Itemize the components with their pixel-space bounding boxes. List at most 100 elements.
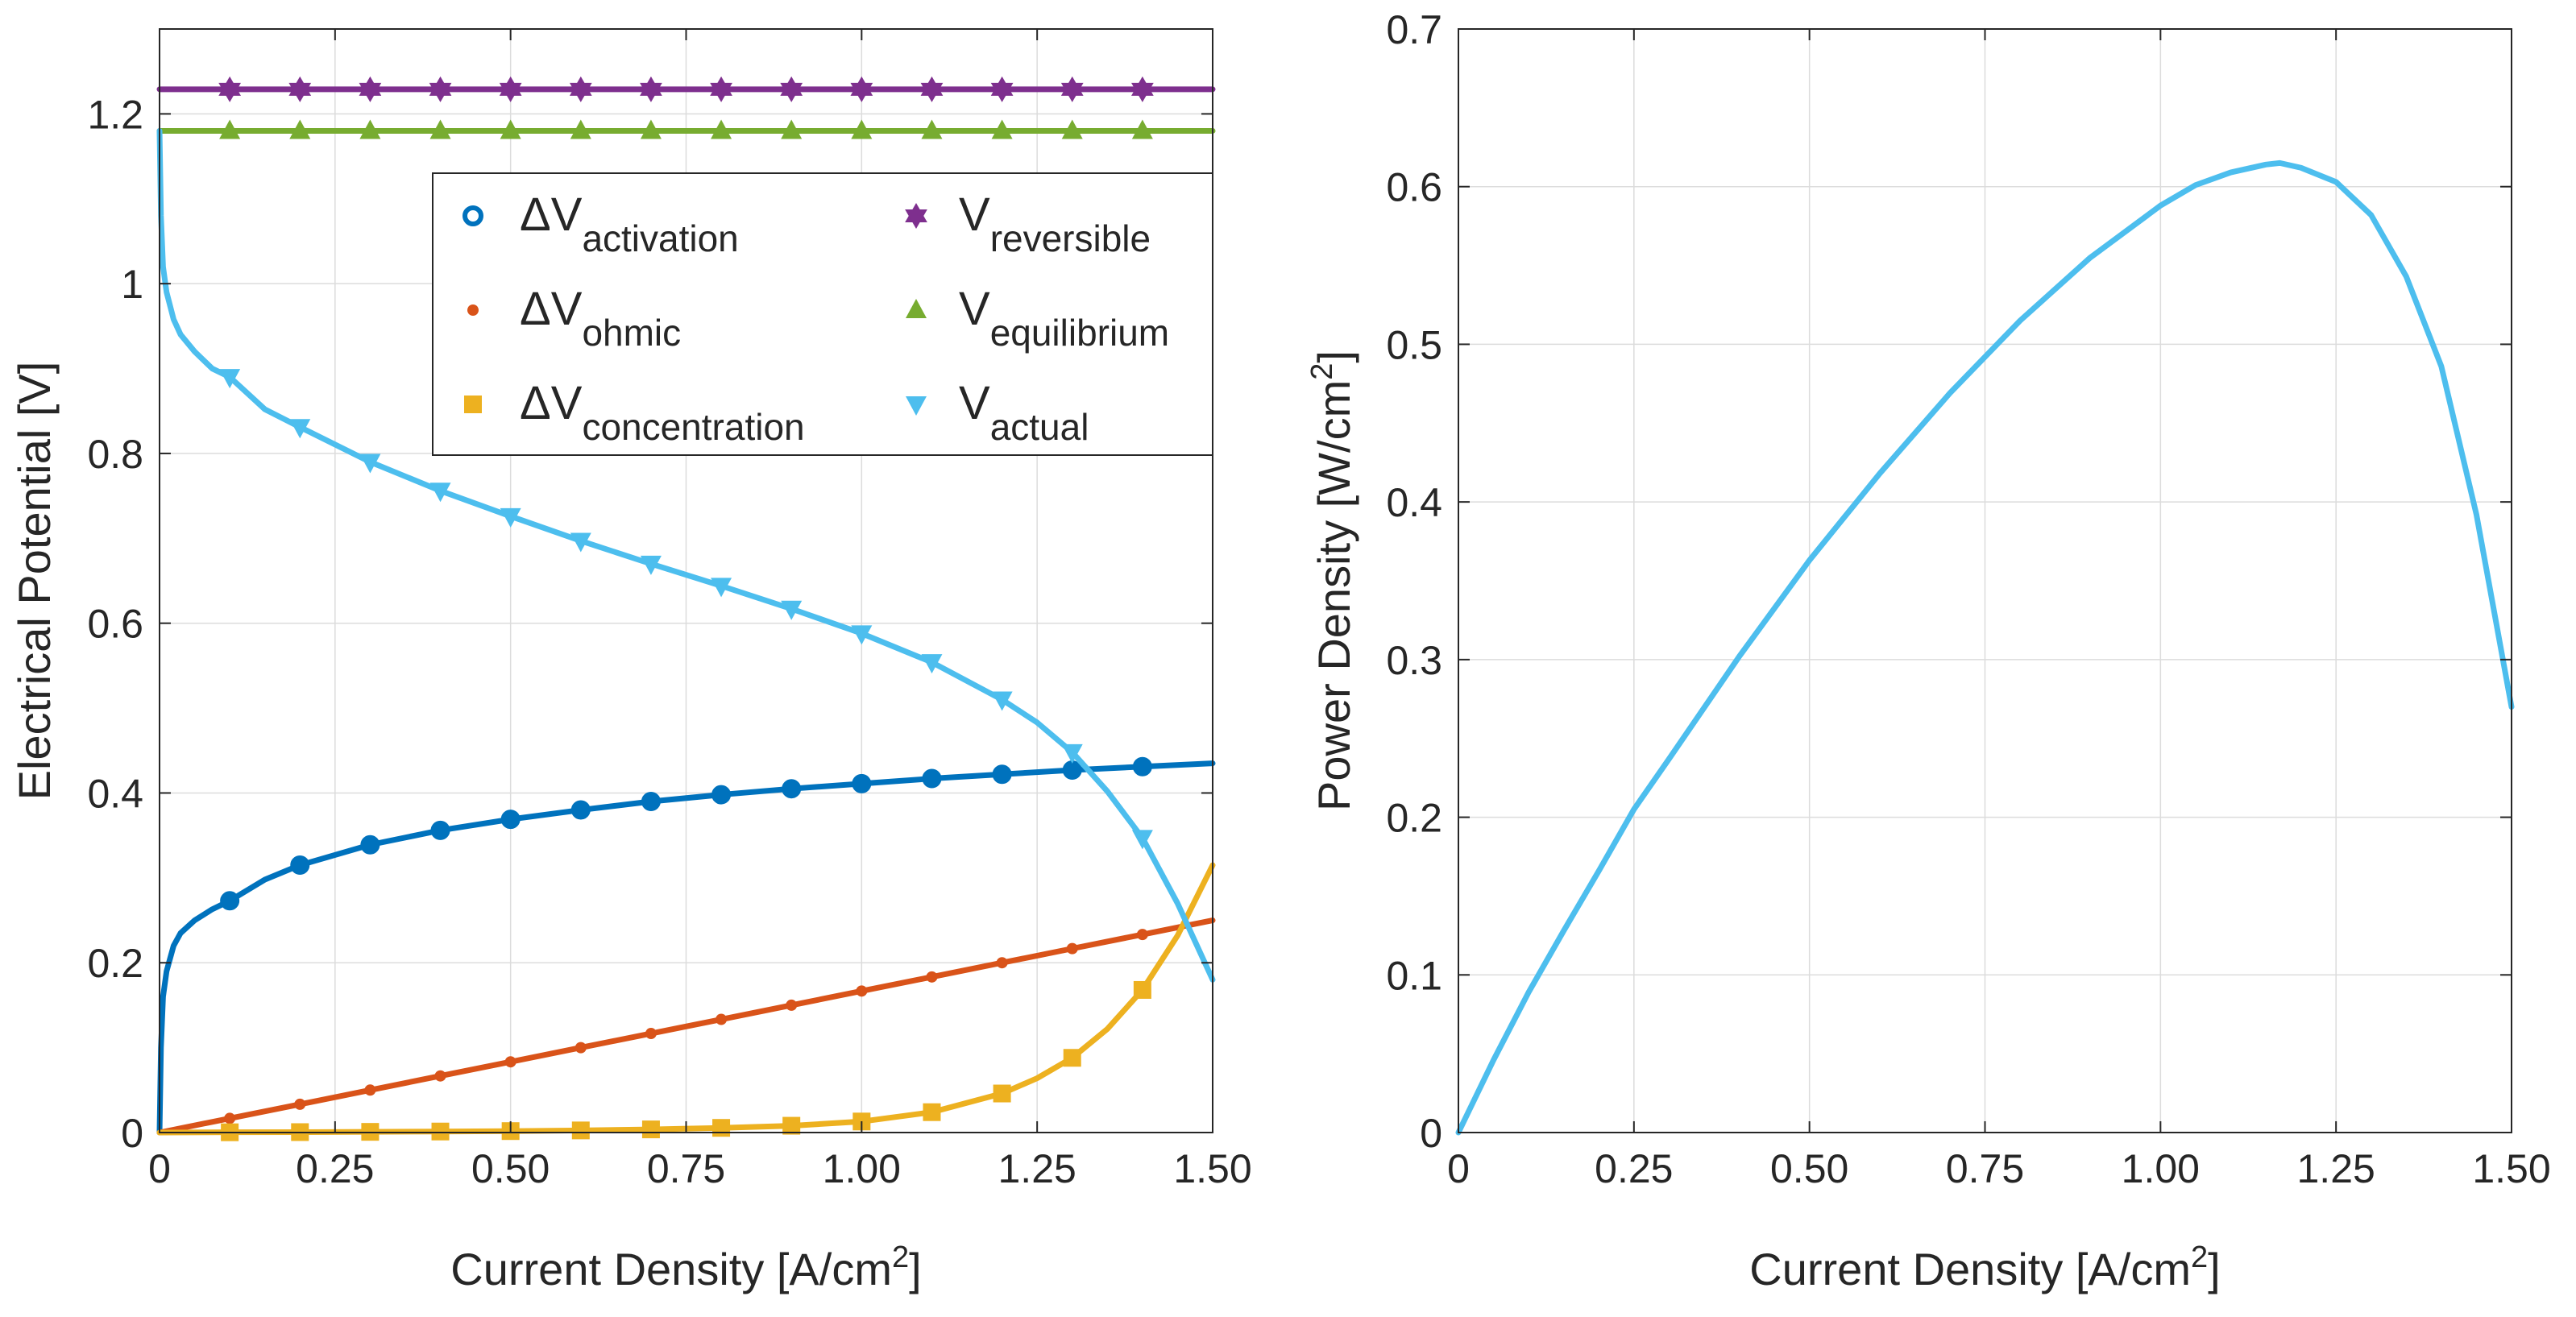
x-tick-label: 1.50 [1173,1146,1251,1191]
legend: ΔVactivation ΔVohmic ΔVconcentration Vrever… [432,172,1213,456]
marker-ohmic [504,1056,516,1068]
y-tick-label: 0.4 [87,771,143,816]
marker-reversible-part [1131,82,1154,102]
marker-ohmic [716,1013,728,1025]
y-axis-label-right: Power Density [W/cm2] [1305,350,1359,811]
marker-reversible [640,76,662,102]
marker-equilibrium [219,119,241,139]
y-tick-label: 0.5 [1386,322,1442,367]
marker-reversible-part [1060,82,1084,102]
marker-actual [359,453,381,474]
x-tick-label: 1.25 [998,1146,1076,1191]
y-tick-label: 0.6 [1386,165,1442,210]
marker-activation [220,891,240,911]
x-axis-label-left: Current Density [A/cm2] [450,1240,921,1294]
marker-activation [500,810,521,830]
marker-equilibrium [851,119,873,139]
marker-actual [570,532,591,553]
marker-equilibrium [500,119,521,139]
chart-electrical-potential: 0 0.25 0.50 0.75 1.00 1.25 1.50 0 0.2 0.4 0.6 0.8 1 1… [9,28,1252,1294]
marker-actual [640,555,662,575]
marker-ohmic [786,999,798,1011]
series-line-activation [156,760,1216,1136]
marker-activation [570,800,591,820]
marker-concentration [712,1119,731,1137]
marker-reversible [1060,76,1084,102]
marker-actual [781,600,803,620]
marker-ohmic [294,1098,306,1110]
marker-concentration [782,1116,801,1135]
x-tick-label: 0.75 [647,1146,725,1191]
marker-equilibrium [289,119,311,139]
marker-activation [1062,760,1082,781]
marker-reversible [288,76,312,102]
legend-entry-reversible: Vreversible [905,188,1151,259]
marker-equilibrium [921,119,943,139]
marker-concentration [1133,980,1151,999]
legend-entries: ΔVactivation ΔVohmic ΔVconcentration Vrever… [463,188,1169,448]
marker-reversible-part [499,82,522,102]
x-tick-label: 1.50 [2472,1146,2550,1191]
marker-reversible-part [920,82,944,102]
marker-ohmic [224,1112,236,1124]
marker-ohmic [575,1042,587,1054]
marker-equilibrium [359,119,381,139]
y-tick-label: 0.7 [1386,7,1442,52]
series-line-ohmic [156,917,1216,1136]
legend-marker-ohmic [467,304,479,316]
legend-label-equilibrium: Vequilibrium [959,283,1169,354]
legend-marker-actual [906,396,927,416]
ticks-left: 0 0.25 0.50 0.75 1.00 1.25 1.50 0 0.2 0.4 0.6 0.8 1 1… [87,29,1252,1191]
y-tick-label: 1.2 [87,92,143,137]
y-tick-label: 0.4 [1386,480,1442,525]
marker-equilibrium [781,119,803,139]
legend-label-concentration: ΔVconcentration [520,377,805,448]
marker-concentration [1063,1049,1081,1067]
series-group-right [1455,159,2515,1136]
legend-entry-equilibrium: Vequilibrium [906,283,1169,354]
legend-marker-reversible-part [905,209,927,229]
marker-activation [430,820,450,840]
marker-activation [922,768,942,789]
x-tick-label: 0 [1447,1146,1470,1191]
marker-ohmic [926,971,938,983]
x-tick-label: 0 [148,1146,171,1191]
legend-entry-actual: Vactual [906,377,1089,448]
marker-equilibrium [991,119,1013,139]
marker-reversible-part [850,82,873,102]
marker-concentration [993,1084,1011,1103]
legend-label-activation: ΔVactivation [520,188,739,259]
legend-marker-concentration [464,396,482,413]
marker-activation [782,779,802,799]
marker-actual [219,369,241,389]
x-tick-label: 1.00 [823,1146,901,1191]
marker-ohmic [996,957,1008,969]
legend-marker-reversible [905,203,927,229]
legend-entry-ohmic: ΔVohmic [467,283,681,354]
marker-actual [1131,830,1153,850]
x-tick-label: 0.75 [1946,1146,2024,1191]
marker-reversible [1131,76,1154,102]
legend-marker-activation [463,205,483,226]
x-tick-label: 0.25 [1595,1146,1673,1191]
marker-reversible [359,76,382,102]
marker-actual [711,578,732,598]
marker-reversible-part [780,82,803,102]
legend-marker-equilibrium [906,299,927,318]
marker-concentration [641,1120,660,1139]
marker-reversible [569,76,592,102]
legend-label-actual: Vactual [959,377,1089,448]
marker-reversible [710,76,732,102]
marker-ohmic [645,1028,657,1040]
y-tick-label: 0.2 [1386,796,1442,841]
marker-activation [641,792,661,811]
y-tick-label: 0.8 [87,432,143,477]
marker-equilibrium [570,119,591,139]
marker-reversible [850,76,873,102]
marker-ohmic [1066,942,1078,955]
marker-reversible [990,76,1014,102]
marker-reversible [920,76,944,102]
marker-reversible-part [359,82,382,102]
marker-reversible-part [288,82,312,102]
